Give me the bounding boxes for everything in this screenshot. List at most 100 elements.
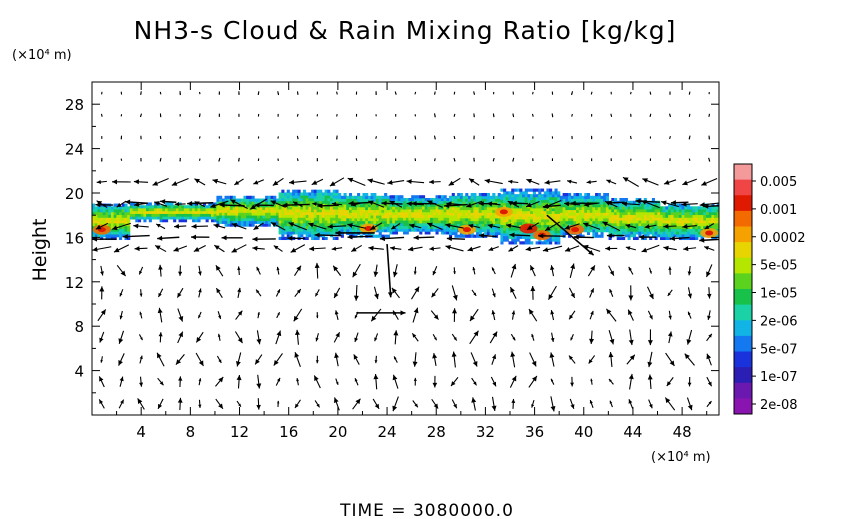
cloud-cell (451, 193, 455, 197)
cloud-cell (638, 203, 642, 207)
cloud-cell (440, 225, 445, 229)
cloud-cell (316, 206, 320, 210)
cloud-cell (635, 203, 639, 207)
wind-vector-head (334, 352, 340, 359)
wind-vector-head (334, 310, 339, 315)
wind-vector-head (116, 202, 122, 208)
wind-vector (98, 399, 105, 409)
cloud-cell (440, 228, 445, 232)
cloud-cell (297, 209, 301, 213)
cloud-cell (573, 204, 577, 208)
cloud-cell (227, 209, 231, 213)
wind-vector (526, 222, 539, 231)
cloud-cell (419, 222, 423, 227)
wind-vector-head (412, 333, 417, 338)
cloud-cell (294, 209, 298, 213)
cloud-cell (538, 194, 542, 198)
cloud-cell (197, 213, 201, 217)
cloud-cell (189, 216, 193, 220)
cloud-cell (519, 199, 523, 203)
cloud-cell (497, 193, 501, 197)
wind-vector-head (451, 351, 457, 357)
wind-vector (699, 237, 719, 243)
wind-vector (154, 244, 167, 253)
cloud-cell (576, 215, 580, 219)
cloud-cell (449, 217, 453, 222)
cloud-cell (167, 213, 171, 217)
cloud-cell (392, 228, 396, 232)
wind-vector (179, 136, 181, 139)
x-tick-label: 48 (673, 423, 692, 441)
wind-vector-head (157, 307, 163, 314)
cloud-cell (300, 211, 304, 216)
wind-vector (664, 397, 676, 411)
cloud-cell (484, 204, 488, 208)
cloud-cell (659, 231, 664, 235)
wind-vector-head (218, 315, 222, 319)
cloud-cell (270, 195, 274, 199)
cloud-cell (684, 234, 688, 238)
cloud-cell (97, 214, 101, 218)
wind-vector-head (256, 383, 262, 389)
wind-vector (296, 135, 299, 140)
cloud-cell (481, 193, 485, 197)
cloud-cell (389, 220, 393, 224)
wind-vector-head (316, 315, 319, 319)
cloud-cell (687, 228, 691, 232)
wind-vector-head (684, 353, 690, 360)
wind-vector-head (329, 181, 336, 186)
cloud-cell (430, 209, 434, 213)
cloud-cell (375, 215, 380, 219)
cloud-cell (357, 220, 361, 224)
cloud-cell (186, 216, 190, 220)
wind-vector (414, 135, 417, 140)
cloud-cell (695, 231, 699, 235)
cloud-cell (511, 191, 515, 195)
cloud-cell (435, 200, 439, 204)
cloud-cell (597, 234, 601, 238)
cloud-cell (673, 209, 677, 213)
wind-vector (570, 200, 597, 206)
wind-vector (215, 287, 223, 298)
cloud-cell (611, 214, 615, 218)
cloud-cell (294, 228, 298, 232)
wind-vector (453, 113, 456, 117)
wind-vector (139, 376, 144, 387)
cloud-cell (400, 206, 404, 210)
wind-vector-head (473, 381, 477, 386)
cloud-cell (505, 224, 509, 228)
cloud-cell (419, 211, 423, 216)
cloud-cell (284, 209, 288, 213)
cloud-cell (381, 234, 385, 238)
cloud-cell (589, 212, 593, 216)
cloud-cell (381, 206, 385, 211)
cloud-cell (256, 217, 261, 222)
wind-vector-head (510, 351, 516, 358)
wind-vector (257, 91, 260, 96)
cloud-cell (597, 215, 601, 219)
cloud-cell (643, 222, 647, 227)
cloud-cell (554, 241, 558, 245)
cloud-cell (375, 209, 380, 213)
cloud-cell (641, 209, 645, 213)
cloud-cell (549, 202, 553, 206)
wind-vector-head (237, 310, 243, 316)
wind-vector-head (668, 315, 672, 320)
wind-vector (294, 288, 302, 298)
wind-vector-head (333, 265, 339, 272)
cloud-cell (340, 201, 344, 205)
cloud-cell (476, 226, 480, 230)
cloud-cell (97, 220, 101, 224)
cloud-cell (513, 219, 518, 223)
cloud-cell (330, 222, 334, 227)
cloud-cell (576, 209, 580, 213)
cloud-cell (365, 215, 369, 219)
wind-vector (198, 399, 202, 409)
cloud-cell (332, 209, 336, 213)
wind-vector-head (530, 286, 536, 292)
cloud-cell (294, 225, 298, 229)
wind-vector (668, 266, 672, 275)
cloud-cell (605, 223, 609, 227)
cloud-cell (689, 234, 693, 238)
cloud-cell (678, 228, 683, 232)
